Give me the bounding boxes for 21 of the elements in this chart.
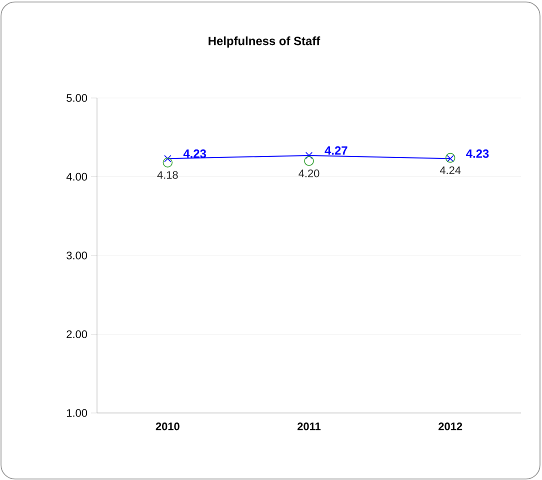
point bbox=[305, 152, 313, 160]
data-label: 4.27 bbox=[324, 146, 348, 155]
data-label: 4.18 bbox=[157, 171, 178, 179]
data-label: 4.20 bbox=[298, 170, 320, 178]
data-label: 4.23 bbox=[466, 149, 489, 158]
chart-title: Helpfulness of Staff bbox=[208, 36, 320, 48]
x-tick-label: 2010 bbox=[156, 422, 180, 430]
y-tick-label: 1.00 bbox=[66, 409, 88, 417]
y-tick-label: 4.00 bbox=[66, 172, 88, 181]
point bbox=[445, 152, 456, 163]
point bbox=[162, 158, 173, 168]
y-tick-label: 5.00 bbox=[66, 94, 88, 102]
x-tick-label: 2011 bbox=[297, 422, 321, 430]
x-tick-label: 2012 bbox=[438, 422, 462, 430]
data-label: 4.24 bbox=[440, 166, 461, 174]
y-tick-label: 2.00 bbox=[66, 330, 88, 338]
y-tick-label: 3.00 bbox=[66, 252, 88, 260]
point bbox=[304, 156, 314, 166]
point bbox=[164, 155, 172, 162]
data-label: 4.23 bbox=[183, 149, 206, 158]
point bbox=[446, 155, 454, 162]
